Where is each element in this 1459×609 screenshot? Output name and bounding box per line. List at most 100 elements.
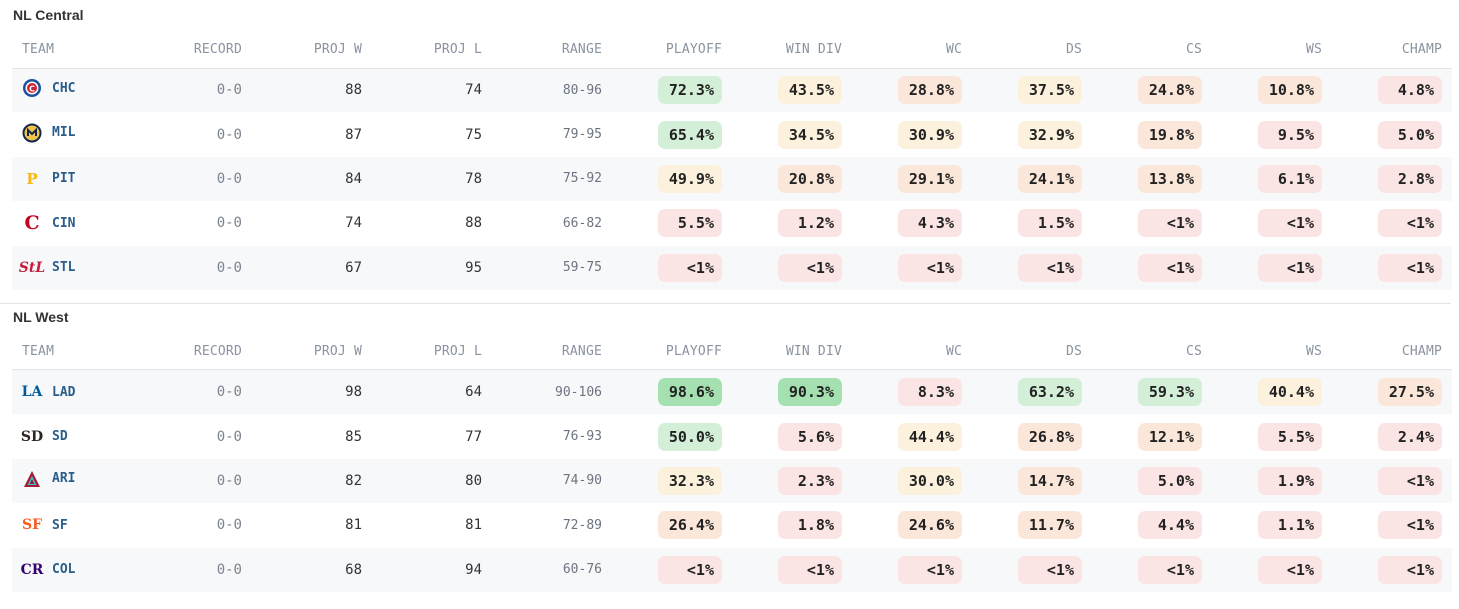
table-row[interactable]: C CHC 0-0 88 74 80-96 72.3% 43.5% 28.8% … [12,68,1452,113]
table-row[interactable]: SD SD 0-0 85 77 76-93 50.0% 5.6% 44.4% 2… [12,414,1452,458]
team-abbr[interactable]: SD [52,429,68,445]
cs-cell: 4.4% [1092,503,1212,547]
proj-w-cell: 87 [345,126,362,143]
team-cell[interactable]: C CHC [12,68,132,113]
team-cell[interactable]: P PIT [12,156,132,202]
team-cell[interactable]: MIL [12,112,132,156]
ws-pill: 9.5% [1258,120,1322,149]
team-abbr[interactable]: COL [52,562,76,578]
team-cell[interactable]: C CIN [12,201,132,245]
col-header-win-div[interactable]: WIN DIV [732,333,852,371]
wc-cell: 30.9% [852,112,972,156]
wc-cell: 8.3% [852,369,972,415]
ds-cell: 26.8% [972,414,1092,458]
team-cell[interactable]: CR COL [12,547,132,592]
table-row[interactable]: MIL 0-0 87 75 79-95 65.4% 34.5% 30.9% 32… [12,112,1452,156]
ws-pill: 1.1% [1258,511,1322,540]
col-header-team[interactable]: TEAM [12,333,132,371]
range-cell: 75-92 [492,156,612,202]
table-row[interactable]: CR COL 0-0 68 94 60-76 <1% <1% <1% <1% <… [12,547,1452,592]
champ-pill: 5.0% [1378,120,1442,149]
cs-cell: 12.1% [1092,414,1212,458]
ws-pill: 5.5% [1258,422,1322,451]
col-header-range[interactable]: RANGE [492,333,612,371]
proj-l-cell: 88 [465,215,482,232]
win-div-pill: 34.5% [778,120,842,149]
team-abbr[interactable]: PIT [52,171,76,187]
cs-cell: <1% [1092,245,1212,290]
champ-pill: 2.8% [1378,164,1442,193]
col-header-champ[interactable]: CHAMP [1332,32,1452,69]
win-div-cell: 90.3% [732,369,852,415]
ds-pill: 1.5% [1018,209,1082,238]
playoff-pill: 26.4% [658,511,722,540]
wc-pill: <1% [898,555,962,584]
col-header-team[interactable]: TEAM [12,32,132,69]
proj-w-cell: 81 [345,517,362,534]
range-cell: 66-82 [562,215,602,231]
team-abbr[interactable]: CHC [52,80,76,96]
ws-pill: 6.1% [1258,164,1322,193]
team-abbr[interactable]: CIN [52,215,76,231]
ds-pill: <1% [1018,253,1082,282]
wc-cell: 4.3% [852,201,972,245]
col-header-cs[interactable]: CS [1092,333,1212,371]
team-abbr[interactable]: MIL [52,125,76,141]
win-div-pill: 43.5% [778,76,842,105]
table-row[interactable]: P PIT 0-0 84 78 75-92 49.9% 20.8% 29.1% … [12,156,1452,202]
col-header-champ[interactable]: CHAMP [1332,333,1452,371]
team-abbr[interactable]: LAD [52,384,76,400]
team-cell[interactable]: StL STL [12,245,132,290]
wc-pill: 8.3% [898,378,962,407]
table-row[interactable]: ARI 0-0 82 80 74-90 32.3% 2.3% 30.0% 14.… [12,458,1452,504]
table-row[interactable]: SF SF 0-0 81 81 72-89 26.4% 1.8% 24.6% 1… [12,503,1452,547]
col-header-record[interactable]: RECORD [132,333,252,371]
cs-cell: 5.0% [1092,458,1212,504]
standings-page: NL Central TEAM RECORD PROJ W PROJ L RAN… [0,7,1452,592]
proj-w-cell: 74 [345,215,362,232]
table-row[interactable]: C CIN 0-0 74 88 66-82 5.5% 1.2% 4.3% 1.5… [12,201,1452,245]
team-cell[interactable]: SD SD [12,414,132,458]
col-header-cs[interactable]: CS [1092,32,1212,69]
col-header-ws[interactable]: WS [1212,32,1332,69]
table-row[interactable]: LA LAD 0-0 98 64 90-106 98.6% 90.3% 8.3%… [12,369,1452,415]
col-header-proj-w[interactable]: PROJ W [252,333,372,371]
record-cell: 0-0 [132,156,252,202]
team-cell[interactable]: LA LAD [12,369,132,415]
team-abbr[interactable]: SF [52,517,68,533]
win-div-pill: 1.8% [778,511,842,540]
col-header-record[interactable]: RECORD [132,32,252,69]
giants-logo-icon: SF [21,517,43,534]
col-header-proj-w[interactable]: PROJ W [252,32,372,69]
col-header-proj-l[interactable]: PROJ L [372,333,492,371]
col-header-win-div[interactable]: WIN DIV [732,32,852,69]
col-header-playoff[interactable]: PLAYOFF [612,333,732,371]
cardinals-logo-icon: StL [18,259,46,276]
team-cell[interactable]: SF SF [12,503,132,547]
proj-l-cell: 95 [372,245,492,290]
table-row[interactable]: StL STL 0-0 67 95 59-75 <1% <1% <1% <1% … [12,245,1452,290]
cs-pill: <1% [1138,555,1202,584]
ws-cell: <1% [1212,547,1332,592]
col-header-ds[interactable]: DS [972,32,1092,69]
team-abbr[interactable]: STL [52,260,76,276]
champ-cell: 2.4% [1332,414,1452,458]
col-header-wc[interactable]: WC [852,32,972,69]
champ-pill: 4.8% [1378,76,1442,105]
col-header-range[interactable]: RANGE [492,32,612,69]
col-header-ws[interactable]: WS [1212,333,1332,371]
col-header-proj-l[interactable]: PROJ L [372,32,492,69]
col-header-playoff[interactable]: PLAYOFF [612,32,732,69]
division-table: TEAM RECORD PROJ W PROJ L RANGE PLAYOFF … [12,333,1452,592]
ws-cell: <1% [1212,245,1332,290]
ws-pill: 1.9% [1258,466,1322,495]
team-abbr[interactable]: ARI [52,471,76,487]
team-cell[interactable]: ARI [12,458,132,504]
col-header-ds[interactable]: DS [972,333,1092,371]
col-header-wc[interactable]: WC [852,333,972,371]
cs-pill: 59.3% [1138,378,1202,407]
win-div-cell: 5.6% [732,414,852,458]
wc-cell: 24.6% [852,503,972,547]
win-div-pill: <1% [778,253,842,282]
ws-cell: 9.5% [1212,112,1332,156]
